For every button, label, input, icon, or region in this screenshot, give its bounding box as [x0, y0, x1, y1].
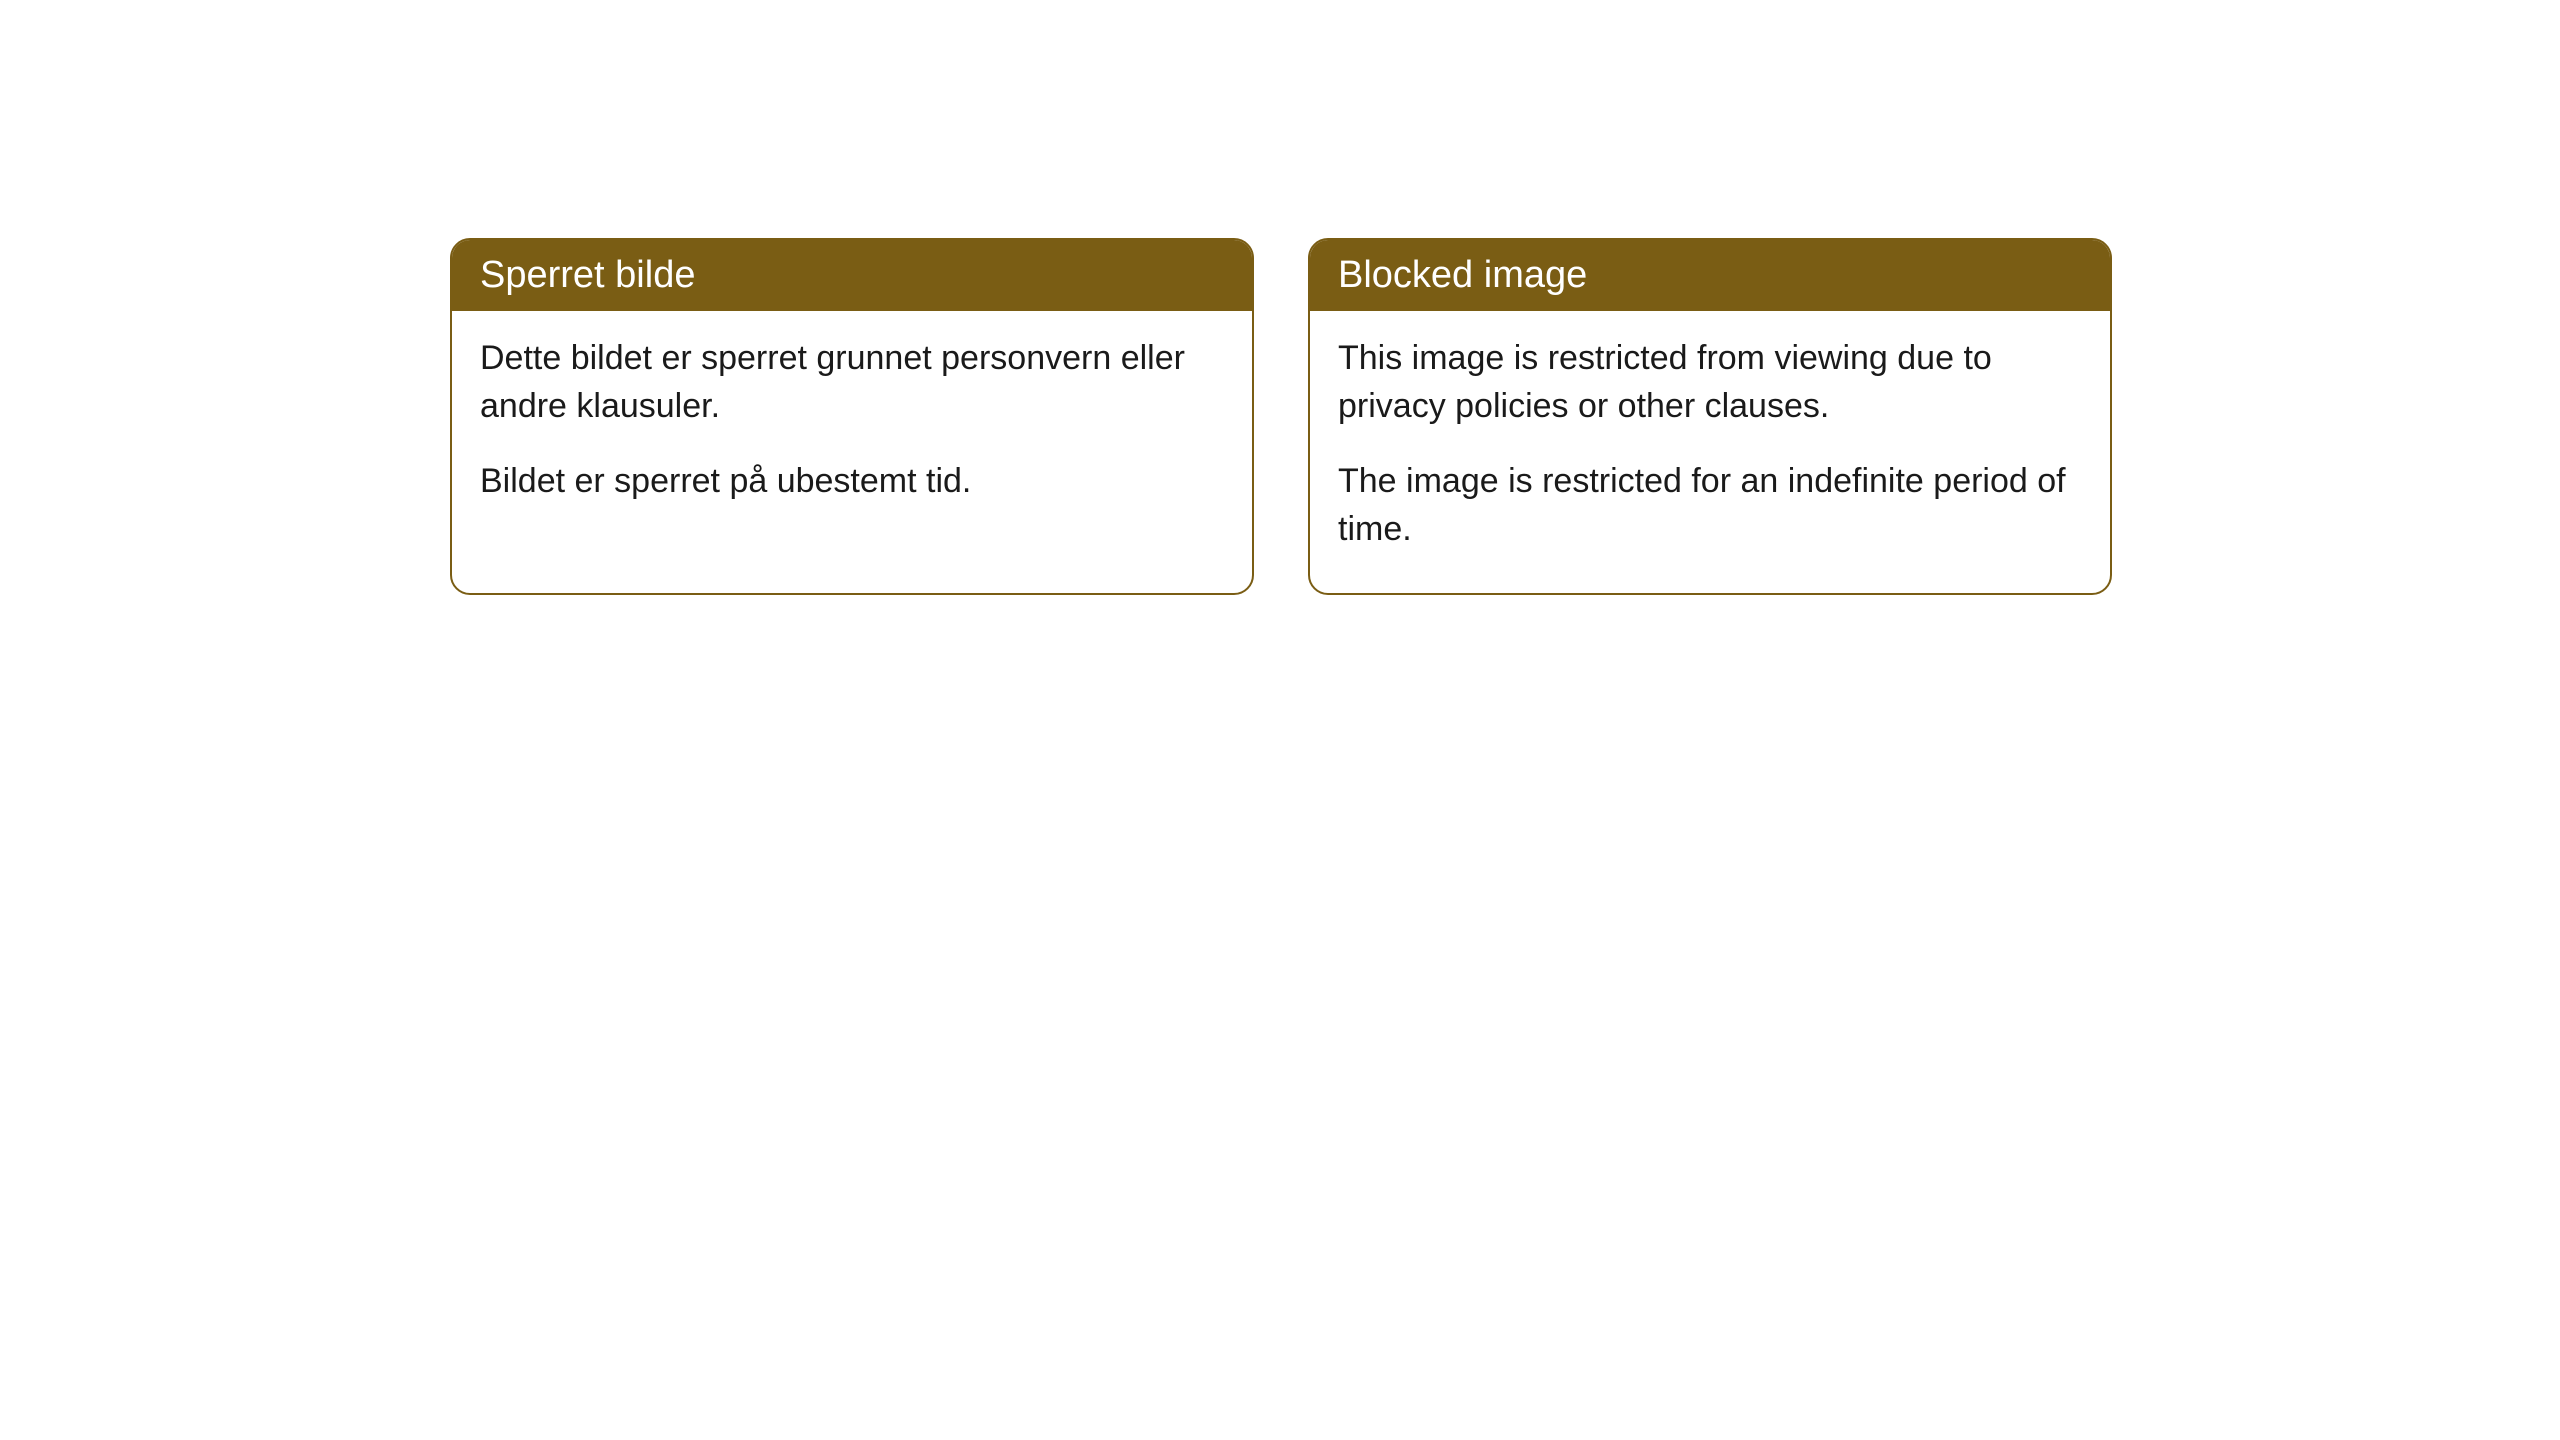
card-header-norwegian: Sperret bilde — [452, 240, 1252, 311]
card-paragraph-2: The image is restricted for an indefinit… — [1338, 458, 2082, 553]
card-body-english: This image is restricted from viewing du… — [1310, 311, 2110, 593]
card-norwegian: Sperret bilde Dette bildet er sperret gr… — [450, 238, 1254, 595]
card-header-english: Blocked image — [1310, 240, 2110, 311]
cards-container: Sperret bilde Dette bildet er sperret gr… — [450, 238, 2112, 595]
card-body-norwegian: Dette bildet er sperret grunnet personve… — [452, 311, 1252, 546]
card-paragraph-1: This image is restricted from viewing du… — [1338, 335, 2082, 430]
card-paragraph-2: Bildet er sperret på ubestemt tid. — [480, 458, 1224, 506]
card-english: Blocked image This image is restricted f… — [1308, 238, 2112, 595]
card-paragraph-1: Dette bildet er sperret grunnet personve… — [480, 335, 1224, 430]
